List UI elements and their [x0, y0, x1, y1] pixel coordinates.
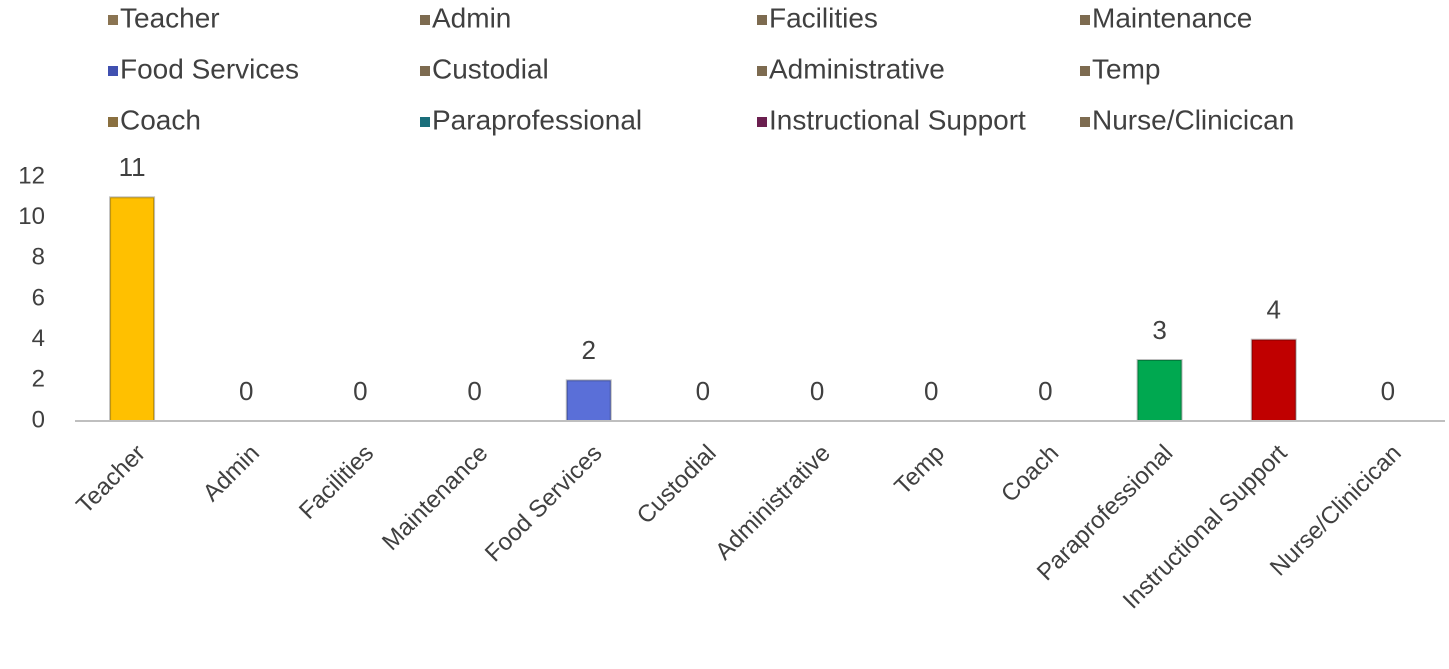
x-tick-label: Food Services	[480, 440, 608, 568]
legend-label: Nurse/Clinicican	[1092, 104, 1294, 135]
data-label: 11	[119, 152, 146, 182]
data-label: 0	[810, 376, 824, 406]
legend-swatch	[757, 66, 767, 76]
x-tick-label: Custodial	[632, 440, 722, 530]
data-label: 0	[1381, 376, 1395, 406]
legend-swatch	[108, 117, 118, 127]
x-tick-label: Maintenance	[377, 440, 493, 556]
x-tick-label: Teacher	[71, 440, 150, 519]
legend-label: Custodial	[432, 53, 549, 84]
legend-label: Teacher	[120, 2, 220, 33]
x-tick-label: Administrative	[710, 440, 836, 566]
legend-swatch	[420, 66, 430, 76]
legend-label: Maintenance	[1092, 2, 1252, 33]
data-label: 0	[239, 376, 253, 406]
bar	[565, 379, 612, 423]
bar	[1136, 359, 1183, 422]
y-tick-label: 12	[18, 162, 45, 189]
legend-swatch	[1080, 66, 1090, 76]
legend-swatch	[108, 15, 118, 25]
data-label: 0	[924, 376, 938, 406]
legend-label: Facilities	[769, 2, 878, 33]
legend-label: Paraprofessional	[432, 104, 642, 135]
x-tick-label: Admin	[198, 440, 265, 507]
y-tick-label: 4	[32, 325, 45, 352]
y-tick-label: 2	[32, 366, 45, 393]
data-label: 0	[1038, 376, 1052, 406]
y-tick-label: 10	[18, 203, 45, 230]
legend-label: Temp	[1092, 53, 1160, 84]
legend-label: Coach	[120, 104, 201, 135]
data-label: 0	[696, 376, 710, 406]
y-tick-label: 8	[32, 244, 45, 271]
legend-swatch	[757, 117, 767, 127]
x-tick-label: Temp	[889, 440, 950, 501]
data-label: 0	[353, 376, 367, 406]
legend-swatch	[1080, 117, 1090, 127]
legend-swatch	[757, 15, 767, 25]
data-label: 0	[467, 376, 481, 406]
legend-swatch	[420, 15, 430, 25]
data-label: 3	[1152, 315, 1166, 345]
bar	[1250, 338, 1297, 422]
x-tick-label: Coach	[996, 440, 1064, 508]
legend-swatch	[1080, 15, 1090, 25]
y-tick-label: 0	[32, 406, 45, 433]
data-label: 2	[582, 335, 596, 365]
y-tick-label: 6	[32, 284, 45, 311]
legend-label: Food Services	[120, 53, 299, 84]
legend-swatch	[420, 117, 430, 127]
legend-label: Administrative	[769, 53, 945, 84]
legend-label: Admin	[432, 2, 511, 33]
x-tick-label: Facilities	[294, 440, 379, 525]
legend-swatch	[108, 66, 118, 76]
data-label: 4	[1267, 295, 1281, 325]
bar	[109, 196, 156, 422]
legend-label: Instructional Support	[769, 104, 1026, 135]
